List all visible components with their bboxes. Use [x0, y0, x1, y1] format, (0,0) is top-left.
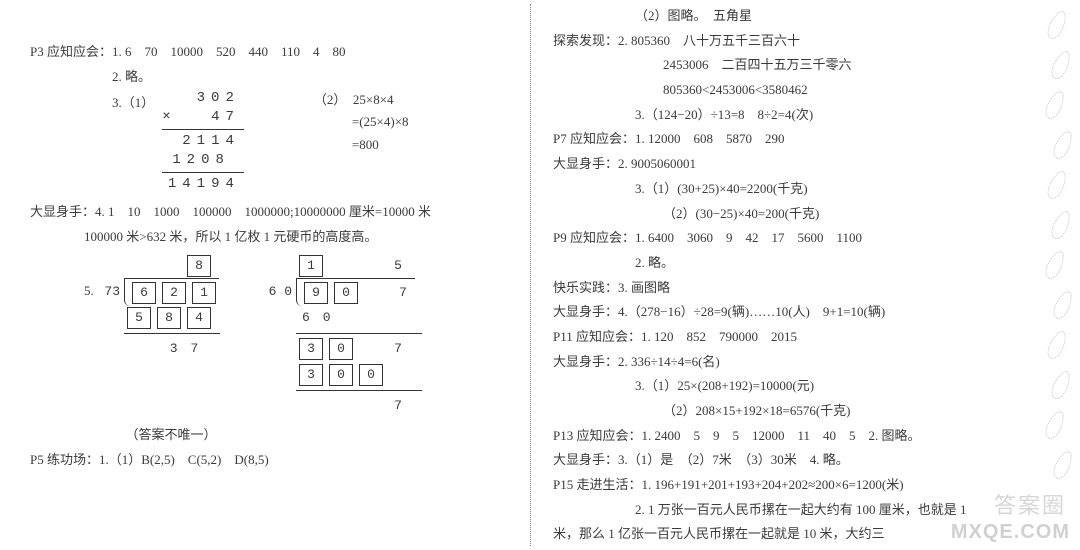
- p3-line1: P3 应知应会：1. 6 70 10000 520 440 110 4 80: [30, 40, 512, 65]
- watermark-cn: 答案圈: [994, 488, 1066, 520]
- d2-r3c1: 3: [299, 338, 323, 360]
- d1-r1c2: 2: [162, 282, 186, 304]
- r-tsfx-c: 805360<2453006<3580462: [553, 78, 1023, 103]
- longdiv-1: 8 73 6 2 1 5 8 4 3 7: [88, 253, 220, 362]
- r-p11c: 3.（1）25×(208+192)=10000(元): [553, 374, 1023, 399]
- dxss-4b: 100000 米>632 米，所以 1 亿枚 1 元硬币的高度高。: [30, 225, 512, 250]
- r-p9a: P9 应知应会：1. 6400 3060 9 42 17 5600 1100: [553, 226, 1023, 251]
- d1-r2c1: 5: [127, 307, 151, 329]
- d2-r2: 6 0: [296, 307, 356, 329]
- d1-divisor: 73: [88, 280, 124, 305]
- dxss-line: 大显身手：4. 1 10 1000 100000 1000000;1000000…: [30, 200, 512, 225]
- d2-r1c2: 0: [334, 282, 358, 304]
- eq-l1: （2） 25×8×4: [314, 89, 409, 111]
- longdiv-2: 1 5 6 0 9 0 7 6 0 3 0: [260, 253, 422, 419]
- vertical-multiplication: 302 × 47 2114 1208 14194: [162, 89, 244, 193]
- d1-r2c3: 4: [187, 307, 211, 329]
- r-tsfx-3: 3.（124−20）÷13=8 8÷2=4(次): [553, 103, 1023, 128]
- d1-rem: 3 7: [154, 338, 214, 360]
- r-p15a: P15 走进生活：1. 196+191+201+193+204+202≈200×…: [553, 473, 1023, 498]
- r-p15b: 2. 1 万张一百元人民币摞在一起大约有 100 厘米，也就是 1: [553, 498, 1023, 523]
- left-column: P3 应知应会：1. 6 70 10000 520 440 110 4 80 2…: [0, 0, 530, 550]
- d2-r1c1: 9: [304, 282, 328, 304]
- watermark-en: MXQE.COM: [951, 521, 1070, 544]
- eq-l2: =(25×4)×8: [314, 111, 409, 133]
- d2-r3c4: 7: [386, 338, 410, 360]
- p3-ans1: 1. 6 70 10000 520 440 110 4 80: [112, 44, 346, 59]
- right-column: （2）图略。 五角星 探索发现：2. 805360 八十万五千三百六十 2453…: [531, 0, 1041, 550]
- r-p13a: P13 应知应会：1. 2400 5 9 5 12000 11 40 5 2. …: [553, 424, 1023, 449]
- decorative-margin: [1042, 0, 1078, 550]
- p5-line: P5 练功场：1.（1）B(2,5) C(5,2) D(8,5): [30, 448, 512, 473]
- r-p11d: （2）208×15+192×18=6576(千克): [553, 399, 1023, 424]
- r-tsfx-b: 2453006 二百四十五万三千零六: [553, 53, 1023, 78]
- dxss-4: 4. 1 10 1000 100000 1000000;10000000 厘米=…: [95, 204, 431, 219]
- mul-p1: 2114: [162, 132, 244, 151]
- mul-ans: 14194: [162, 175, 244, 194]
- r-p9c: 快乐实践：3. 画图略: [553, 276, 1023, 301]
- d1-r1c3: 1: [192, 282, 216, 304]
- r-p7b: 大显身手：2. 9005060001: [553, 152, 1023, 177]
- r-p9b: 2. 略。: [553, 251, 1023, 276]
- r-p9d: 大显身手：4.（278−16）÷28=9(辆)……10(人) 9+1=10(辆): [553, 300, 1023, 325]
- r-1: （2）图略。 五角星: [553, 4, 1023, 29]
- r-p11a: P11 应知应会：1. 120 852 790000 2015: [553, 325, 1023, 350]
- d2-r4c1: 3: [299, 364, 323, 386]
- d2-r3c2: 0: [329, 338, 353, 360]
- r-p7d: （2）(30−25)×40=200(千克): [553, 202, 1023, 227]
- p3-3-prefix: 3.（1）: [112, 89, 154, 116]
- r-p7a: P7 应知应会：1. 12000 608 5870 290: [553, 127, 1023, 152]
- d2-divisor: 6 0: [260, 280, 296, 305]
- d2-r1c4: 7: [391, 282, 415, 304]
- d1-r2c2: 8: [157, 307, 181, 329]
- d2-t1: 1: [299, 255, 323, 277]
- r-p11b: 大显身手：2. 336÷14÷4=6(名): [553, 350, 1023, 375]
- p3-label: P3 应知应会：: [30, 44, 112, 59]
- p3-line2: 2. 略。: [30, 65, 512, 90]
- p3-line3: 3.（1） 302 × 47 2114 1208 14194 （2） 25×8×…: [30, 89, 512, 193]
- d1-r1c1: 6: [132, 282, 156, 304]
- d2-r4c3: 0: [359, 364, 383, 386]
- mul-a: 302: [162, 89, 244, 108]
- d1-top: 8: [187, 255, 211, 277]
- note-unique: （答案不唯一）: [30, 423, 512, 448]
- d2-r4c2: 0: [329, 364, 353, 386]
- mul-p2: 1208: [162, 151, 244, 170]
- p3-3-2: （2） 25×8×4 =(25×4)×8 =800: [314, 89, 409, 155]
- d2-t3: 5: [386, 255, 410, 277]
- dxss-label: 大显身手：: [30, 204, 95, 219]
- r-tsfx: 探索发现：2. 805360 八十万五千三百六十: [553, 29, 1023, 54]
- d2-rem: 7: [386, 395, 410, 417]
- r-p13b: 大显身手：3.（1）是 （2）7米 （3）30米 4. 略。: [553, 448, 1023, 473]
- mul-b: × 47: [162, 108, 244, 127]
- eq-l3: =800: [314, 134, 409, 156]
- five-label: 5.: [30, 253, 84, 304]
- r-p7c: 3.（1）(30+25)×40=2200(千克): [553, 177, 1023, 202]
